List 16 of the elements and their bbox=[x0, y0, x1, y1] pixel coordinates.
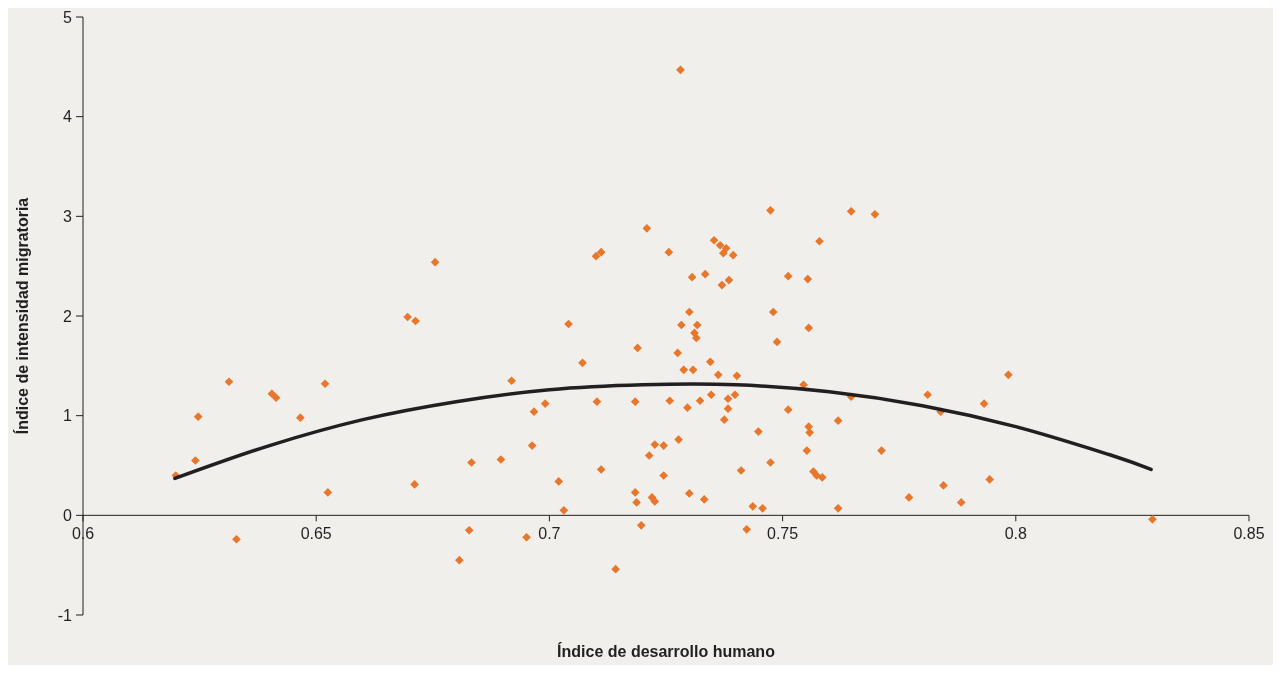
x-tick-label: 0.85 bbox=[1233, 525, 1265, 543]
y-tick-label: 4 bbox=[63, 108, 73, 126]
y-tick-label: 0 bbox=[63, 506, 73, 524]
x-tick-label: 0.75 bbox=[767, 525, 799, 543]
x-axis-title: Índice de desarrollo humano bbox=[557, 642, 776, 660]
line-series bbox=[173, 382, 1153, 481]
x-tick-label: 0.65 bbox=[300, 525, 332, 543]
x-tick-label: 0.8 bbox=[1004, 525, 1028, 543]
y-axis-title: Índice de intensidad migratoria bbox=[13, 197, 31, 435]
y-tick-label: 5 bbox=[63, 8, 73, 26]
x-tick-label: 0.6 bbox=[71, 525, 95, 543]
y-tick-label: -1 bbox=[57, 606, 73, 624]
y-tick-label: 2 bbox=[63, 307, 73, 325]
y-tick-label: 3 bbox=[63, 207, 73, 225]
x-tick-label: 0.7 bbox=[538, 525, 561, 543]
y-tick-label: 1 bbox=[63, 407, 73, 425]
